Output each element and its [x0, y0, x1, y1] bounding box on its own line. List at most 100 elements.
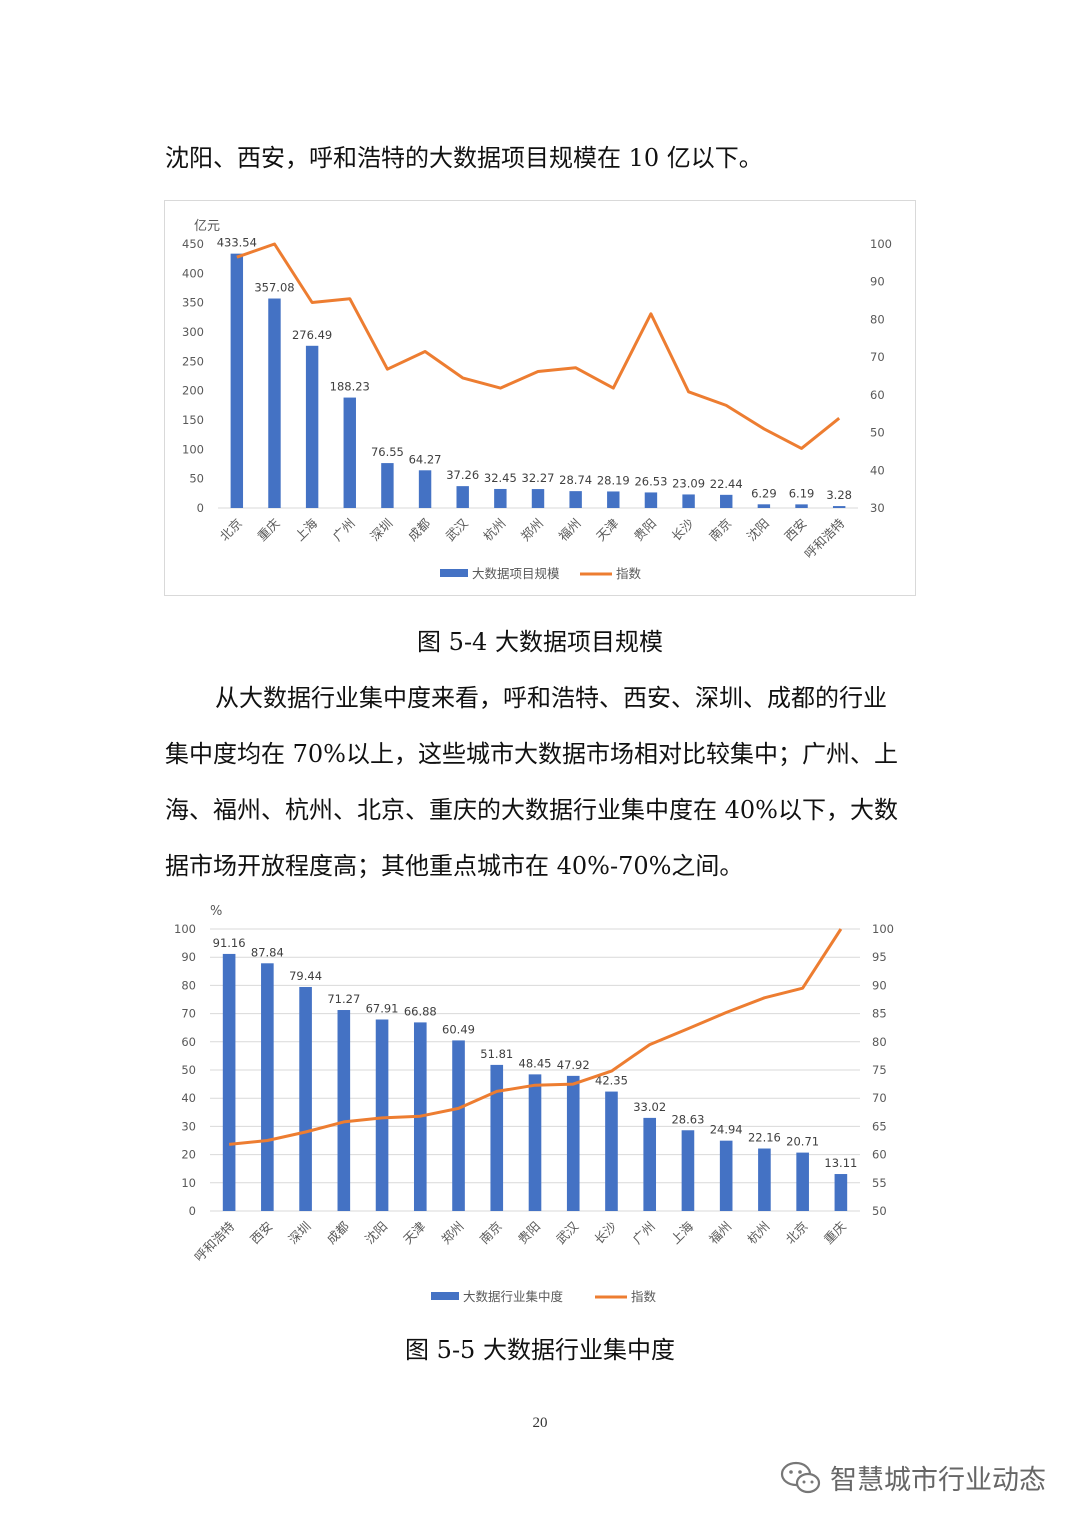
y2-tick-label: 50: [872, 1204, 887, 1218]
bar-data-label: 3.28: [826, 488, 852, 502]
bar: [343, 397, 356, 508]
bar: [299, 986, 312, 1211]
y-tick-label: 100: [182, 442, 204, 456]
x-tick-label: 沈阳: [744, 516, 772, 544]
bar: [452, 1040, 465, 1211]
y-tick-label: 70: [181, 1007, 196, 1021]
bar: [832, 506, 846, 508]
y2-tick-label: 70: [872, 1091, 887, 1105]
bar-data-label: 28.63: [671, 1112, 704, 1126]
bar: [758, 1148, 771, 1211]
bar: [230, 253, 244, 508]
paragraph-line-3: 海、福州、杭州、北京、重庆的大数据行业集中度在 40%以下，大数: [165, 796, 898, 824]
bar-data-label: 276.49: [292, 328, 332, 342]
bar: [569, 491, 582, 508]
x-tick-label: 天津: [400, 1219, 428, 1247]
bar: [418, 470, 432, 508]
chart-project-scale: 亿元 0 50 100 150 200 250 300 350 400 450 30 40 50 60 70 8…: [182, 219, 892, 581]
legend-bar-swatch: [440, 569, 468, 577]
y2-tick-label: 50: [870, 426, 885, 440]
x-tick-label: 长沙: [668, 515, 697, 544]
bar-data-label: 32.27: [522, 471, 555, 485]
bar-data-label: 47.92: [557, 1058, 590, 1072]
bar: [305, 345, 319, 508]
bar-data-label: 33.02: [633, 1100, 666, 1114]
bar-data-label: 66.88: [404, 1004, 437, 1018]
bar-data-label: 20.71: [786, 1135, 819, 1149]
y-tick-label: 60: [181, 1035, 196, 1049]
x-tick-label: 西安: [781, 516, 809, 544]
y-tick-label: 450: [182, 237, 204, 251]
page-number: 20: [532, 1415, 548, 1431]
bar: [566, 1075, 580, 1211]
x-tick-label: 重庆: [821, 1218, 850, 1247]
bar: [682, 494, 695, 508]
bar-data-label: 6.19: [789, 486, 815, 500]
bar-data-label: 64.27: [409, 452, 442, 466]
y-tick-label: 400: [182, 266, 204, 280]
y2-tick-label: 75: [872, 1063, 887, 1077]
y-tick-label: 250: [182, 354, 204, 368]
watermark: 智慧城市行业动态: [780, 1458, 1046, 1497]
y-tick-label: 200: [182, 384, 204, 398]
legend-line-label: 指数: [631, 1289, 657, 1304]
y2-tick-label: 90: [872, 978, 887, 992]
bar: [381, 463, 394, 508]
x-tick-label: 北京: [217, 516, 245, 544]
bar: [795, 504, 808, 508]
x-tick-label: 西安: [247, 1219, 275, 1247]
y-tick-label: 50: [181, 1063, 196, 1077]
bar: [720, 494, 733, 508]
paragraph-line-4: 据市场开放程度高；其他重点城市在 40%-70%之间。: [165, 852, 744, 880]
x-tick-label: 上海: [292, 515, 321, 544]
bar-data-label: 37.26: [446, 468, 479, 482]
y-tick-label: 300: [182, 325, 204, 339]
bar: [494, 488, 507, 508]
chart-industry-concentration: % 0 10 20 30 40 50 60 70 80 90 100 50 55 60 65 70 75 80 85 9…: [174, 905, 894, 1304]
bar-data-label: 87.84: [251, 945, 284, 959]
y2-tick-label: 85: [872, 1007, 887, 1021]
bar-data-label: 71.27: [327, 992, 360, 1006]
bar: [268, 298, 281, 508]
x-tick-label: 上海: [668, 1218, 697, 1247]
x-tick-label: 郑州: [438, 1219, 466, 1247]
bar-data-label: 188.23: [330, 380, 370, 394]
x-tick-label: 呼和浩特: [801, 516, 847, 562]
x-tick-label: 北京: [782, 1219, 810, 1247]
y2-tick-label: 80: [870, 312, 885, 326]
y-tick-label: 50: [189, 472, 204, 486]
x-tick-label: 广州: [630, 1219, 658, 1247]
x-tick-label: 杭州: [480, 516, 508, 544]
bar: [796, 1152, 809, 1211]
x-tick-label: 长沙: [591, 1218, 620, 1247]
y-tick-label: 20: [181, 1148, 196, 1162]
bar-data-label: 6.29: [751, 486, 777, 500]
index-line: [236, 242, 841, 450]
x-tick-label: 贵阳: [515, 1219, 543, 1247]
legend-bar-label: 大数据项目规模: [472, 566, 560, 581]
y2-tick-label: 70: [870, 350, 885, 364]
y-axis-unit-label: 亿元: [194, 219, 220, 234]
bar: [643, 1117, 657, 1211]
paragraph-line-2: 集中度均在 70%以上，这些城市大数据市场相对比较集中；广州、上: [165, 740, 898, 768]
watermark-text: 智慧城市行业动态: [830, 1465, 1046, 1496]
x-tick-label: 杭州: [744, 1219, 772, 1247]
bar-data-label: 357.08: [254, 281, 294, 295]
legend-bar-label: 大数据行业集中度: [463, 1289, 564, 1304]
x-tick-label: 武汉: [553, 1218, 582, 1247]
figure-caption-5-4: 图 5-4 大数据项目规模: [417, 628, 663, 656]
x-tick-label: 沈阳: [362, 1219, 390, 1247]
x-tick-label: 贵阳: [631, 516, 659, 544]
x-tick-label: 重庆: [254, 515, 283, 544]
y-axis-unit-label: %: [210, 905, 222, 919]
bar-data-label: 28.74: [559, 473, 592, 487]
index-line: [228, 928, 843, 1146]
x-tick-label: 成都: [324, 1218, 353, 1247]
bar-data-label: 51.81: [480, 1047, 513, 1061]
bar: [222, 953, 236, 1211]
x-tick-label: 郑州: [518, 516, 546, 544]
bar-data-label: 42.35: [595, 1074, 628, 1088]
y-tick-label: 0: [189, 1204, 196, 1218]
x-tick-label: 天津: [593, 516, 621, 544]
figure-caption-5-5: 图 5-5 大数据行业集中度: [405, 1336, 675, 1364]
